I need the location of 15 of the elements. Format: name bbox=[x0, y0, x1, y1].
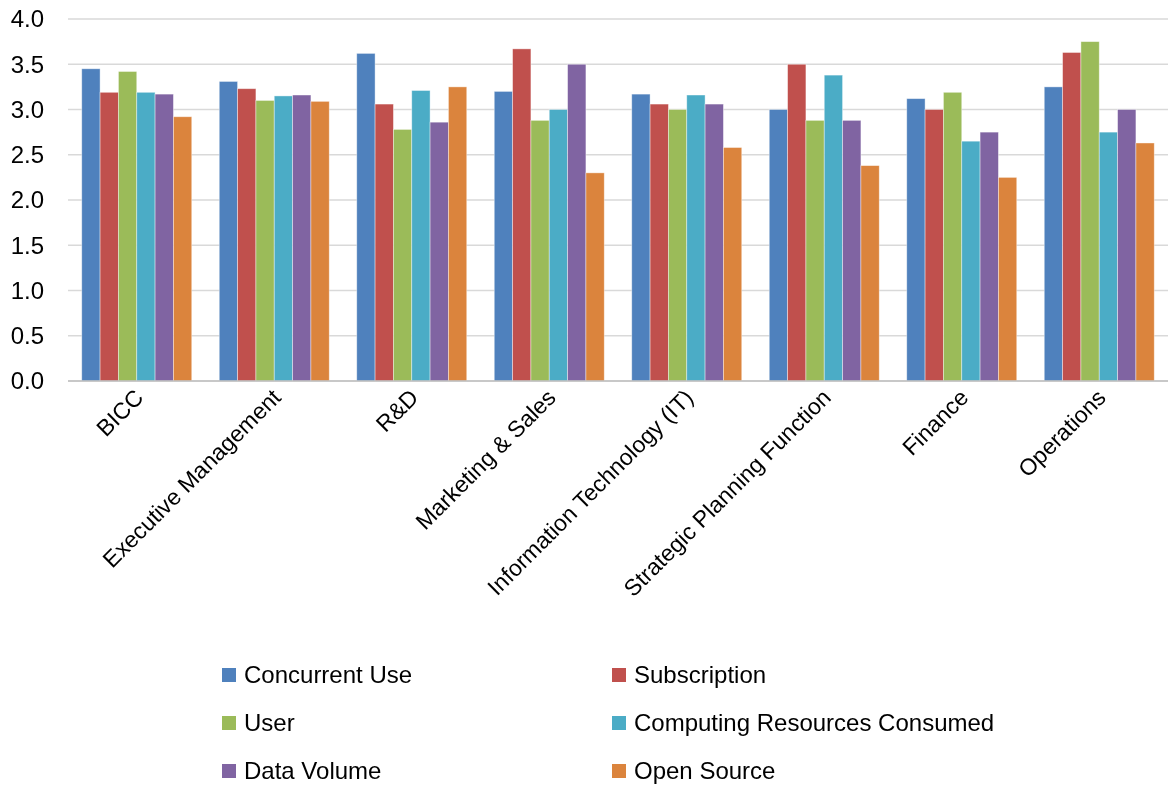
legend-label: Concurrent Use bbox=[244, 661, 413, 689]
y-tick-label: 0.5 bbox=[10, 322, 44, 350]
y-tick-label: 2.0 bbox=[10, 186, 44, 214]
y-tick-label: 1.0 bbox=[10, 276, 44, 304]
y-tick-label: 0.0 bbox=[10, 367, 44, 395]
legend-label: User bbox=[244, 709, 295, 737]
y-tick-label: 2.5 bbox=[10, 141, 44, 169]
legend-label: Subscription bbox=[634, 661, 767, 689]
y-tick-label: 3.0 bbox=[10, 95, 44, 123]
y-tick-label: 3.5 bbox=[10, 50, 44, 78]
y-tick-label: 4.0 bbox=[10, 5, 44, 33]
y-tick-label: 1.5 bbox=[10, 231, 44, 259]
legend-label: Open Source bbox=[634, 757, 776, 785]
legend-label: Computing Resources Consumed bbox=[634, 709, 995, 737]
legend-label: Data Volume bbox=[244, 757, 382, 785]
